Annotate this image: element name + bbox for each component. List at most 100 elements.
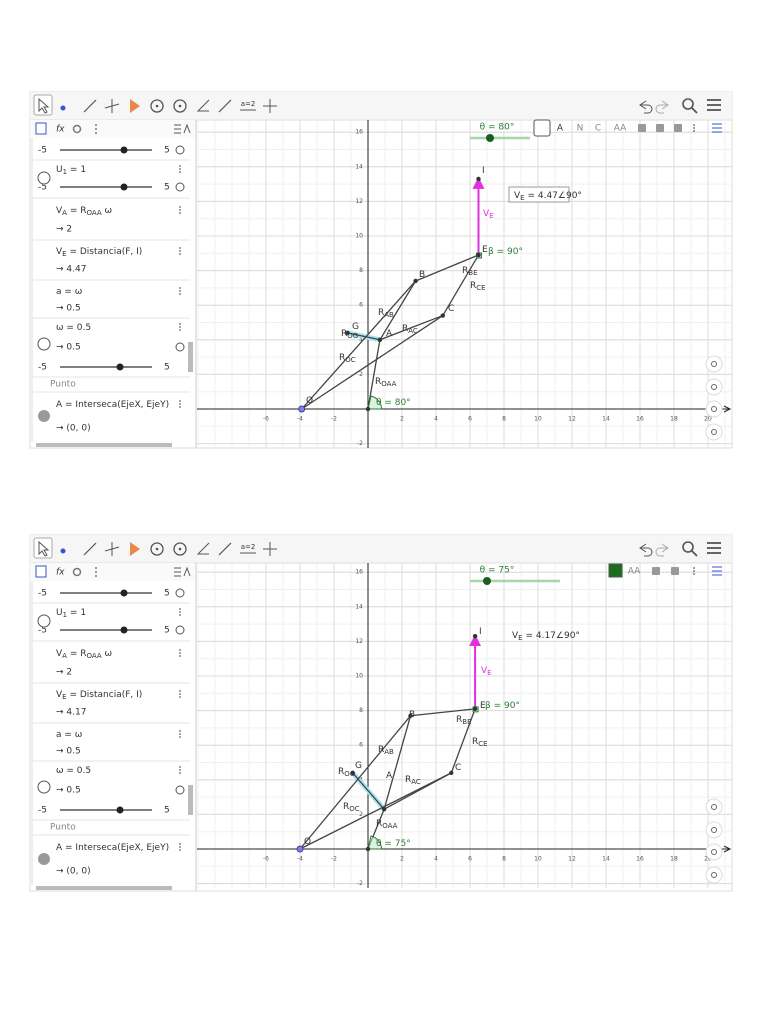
tool-move-view[interactable] [263, 99, 277, 113]
algebra-toggle[interactable] [35, 122, 47, 135]
tool-circle[interactable] [150, 99, 164, 113]
tool-polygon[interactable] [130, 99, 140, 113]
style-icon[interactable] [674, 124, 682, 132]
tool-circle[interactable] [150, 542, 164, 556]
tool-reflect[interactable] [218, 99, 232, 113]
slider-knob[interactable] [116, 363, 124, 371]
point[interactable] [377, 337, 383, 342]
tool-angle[interactable] [196, 542, 210, 555]
row-menu-dot [179, 736, 181, 738]
fx-button[interactable]: fx [56, 568, 65, 578]
style-icon[interactable] [652, 567, 660, 575]
play-button[interactable] [175, 625, 185, 635]
style-button[interactable]: N [577, 124, 584, 134]
point[interactable] [345, 330, 350, 336]
point[interactable] [472, 634, 478, 639]
style-button[interactable]: AA [614, 124, 627, 134]
tool-segment[interactable] [83, 99, 97, 113]
tool-move[interactable] [38, 97, 50, 114]
tool-circle3[interactable] [173, 542, 187, 556]
slider-knob[interactable] [116, 806, 124, 814]
tool-slider[interactable]: a=2 [241, 543, 256, 551]
color-button[interactable] [608, 563, 623, 578]
slider-knob[interactable] [120, 183, 128, 191]
slider-knob[interactable] [120, 146, 128, 154]
toolbar [30, 535, 732, 563]
play-button[interactable] [175, 182, 185, 192]
visibility-toggle[interactable] [37, 780, 51, 794]
point[interactable] [476, 252, 481, 258]
zoom-out[interactable] [705, 843, 723, 861]
view-toggle[interactable] [712, 123, 722, 133]
undo[interactable] [639, 100, 653, 114]
play-button[interactable] [175, 588, 185, 598]
visibility-toggle[interactable] [38, 853, 50, 865]
tool-slider[interactable]: a=2 [241, 100, 256, 108]
view-toggle[interactable] [712, 566, 722, 576]
tool-move[interactable] [38, 540, 50, 557]
point[interactable] [440, 313, 445, 318]
point[interactable] [296, 845, 304, 853]
tool-point[interactable] [60, 105, 66, 111]
slider-knob[interactable] [120, 589, 128, 597]
point[interactable] [298, 405, 306, 413]
style-button[interactable]: C [595, 124, 601, 134]
theta-slider-knob[interactable] [483, 577, 491, 585]
play-button[interactable] [175, 342, 185, 352]
row-menu-dot [179, 290, 181, 292]
tool-reflect[interactable] [218, 542, 232, 556]
tool-selected[interactable] [33, 537, 53, 559]
fx-button[interactable]: fx [56, 125, 65, 135]
zoom-in[interactable] [705, 821, 723, 839]
sort-button[interactable] [174, 566, 191, 577]
tool-polygon[interactable] [130, 542, 140, 556]
redo[interactable] [655, 100, 669, 114]
slider-knob[interactable] [120, 626, 128, 634]
search[interactable] [682, 98, 694, 110]
point[interactable] [381, 807, 387, 812]
point[interactable] [365, 846, 371, 852]
undo[interactable] [639, 543, 653, 557]
style-icon[interactable] [638, 124, 646, 132]
visibility-toggle[interactable] [38, 410, 50, 422]
sort-button[interactable] [174, 123, 191, 134]
tool-angle[interactable] [196, 99, 210, 112]
fullscreen[interactable] [705, 423, 723, 441]
tool-circle3[interactable] [173, 99, 187, 113]
point[interactable] [365, 406, 371, 412]
zoom-out[interactable] [705, 400, 723, 418]
play-button[interactable] [175, 145, 185, 155]
tool-move-view[interactable] [263, 542, 277, 556]
style-button[interactable]: A [557, 124, 564, 134]
point[interactable] [350, 770, 355, 776]
tool-perpendicular[interactable] [104, 542, 120, 556]
settings[interactable] [72, 567, 82, 577]
fullscreen[interactable] [705, 866, 723, 884]
play-button[interactable] [175, 785, 185, 795]
search[interactable] [682, 541, 694, 553]
home-button[interactable] [705, 798, 723, 816]
redo[interactable] [655, 543, 669, 557]
color-button[interactable] [533, 119, 551, 137]
style-button[interactable]: AA [628, 567, 641, 577]
visibility-toggle[interactable] [37, 171, 51, 185]
visibility-toggle[interactable] [37, 614, 51, 628]
settings[interactable] [72, 124, 82, 134]
point-label-part: β = 90° [485, 701, 520, 711]
style-icon[interactable] [656, 124, 664, 132]
visibility-toggle[interactable] [37, 337, 51, 351]
point[interactable] [449, 770, 454, 776]
tool-selected[interactable] [33, 94, 53, 116]
tool-perpendicular[interactable] [104, 99, 120, 113]
point[interactable] [472, 706, 478, 712]
theta-slider-knob[interactable] [486, 134, 494, 142]
tool-point[interactable] [60, 548, 66, 554]
zoom-in[interactable] [705, 378, 723, 396]
algebra-toggle[interactable] [35, 565, 47, 578]
point[interactable] [413, 278, 418, 284]
style-icon[interactable] [671, 567, 679, 575]
point[interactable] [476, 176, 481, 182]
home-button[interactable] [705, 355, 723, 373]
tool-segment[interactable] [83, 542, 97, 556]
point[interactable] [408, 713, 413, 718]
